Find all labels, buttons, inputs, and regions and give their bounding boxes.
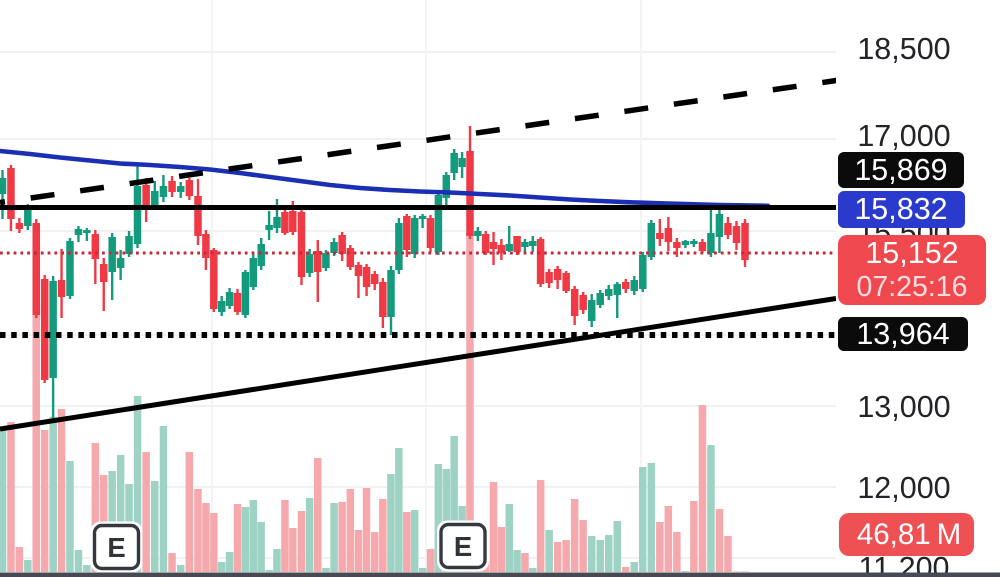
svg-text:E: E <box>454 531 472 562</box>
svg-text:13,000: 13,000 <box>857 390 950 424</box>
svg-text:12,000: 12,000 <box>857 471 950 505</box>
svg-text:46,81 M: 46,81 M <box>857 518 961 551</box>
svg-text:07:25:16: 07:25:16 <box>857 271 968 303</box>
svg-text:15,832: 15,832 <box>854 192 947 226</box>
svg-text:17,000: 17,000 <box>857 119 950 153</box>
svg-text:E: E <box>107 532 125 563</box>
svg-text:15,152: 15,152 <box>865 236 958 270</box>
svg-text:13,964: 13,964 <box>856 317 949 351</box>
svg-text:15,869: 15,869 <box>854 153 947 187</box>
svg-text:18,500: 18,500 <box>857 32 950 66</box>
